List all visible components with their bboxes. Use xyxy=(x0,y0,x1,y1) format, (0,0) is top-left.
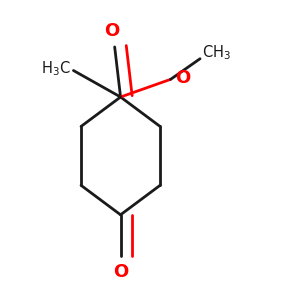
Text: CH$_3$: CH$_3$ xyxy=(202,44,230,62)
Text: H$_3$C: H$_3$C xyxy=(41,60,70,78)
Text: O: O xyxy=(113,263,128,281)
Text: O: O xyxy=(175,69,190,87)
Text: O: O xyxy=(104,22,119,40)
